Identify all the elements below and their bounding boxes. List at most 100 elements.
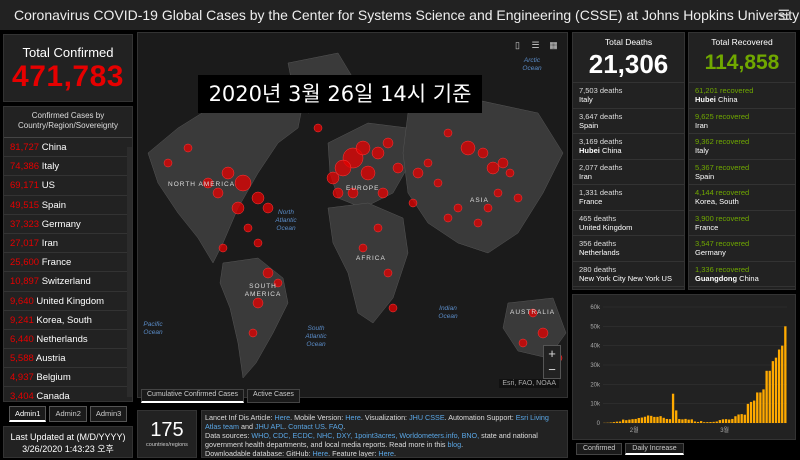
jhu-csse-link[interactable]: JHU CSSE [409,413,445,422]
case-circle[interactable] [371,146,385,160]
case-circle[interactable] [313,123,323,133]
case-circle[interactable] [332,187,344,199]
death-row[interactable]: 1,331 deaths France [573,185,684,211]
zoom-out-button[interactable]: − [548,362,556,377]
case-circle[interactable] [262,267,274,279]
case-circle[interactable] [388,303,398,313]
blog-link[interactable]: blog [447,440,462,449]
case-circle[interactable] [497,157,509,169]
recovered-row[interactable]: 9,362 recovered Italy [689,134,795,160]
jhu-apl-link[interactable]: JHU APL [254,422,285,431]
tab-admin3[interactable]: Admin3 [89,406,128,422]
case-circle[interactable] [347,187,359,199]
recovered-row[interactable]: 61,201 recovered Hubei China [689,83,795,109]
recovered-row[interactable]: 1,336 recovered Guangdong China [689,262,795,287]
case-circle[interactable] [248,328,258,338]
case-circle[interactable] [212,187,224,199]
case-circle[interactable] [231,201,245,215]
country-row[interactable]: 25,600 France [4,253,132,273]
tab-admin2[interactable]: Admin2 [49,406,87,422]
country-row[interactable]: 10,897 Switzerland [4,272,132,292]
country-row[interactable]: 69,171 US [4,176,132,196]
case-circle[interactable] [443,128,453,138]
death-row[interactable]: 280 deaths New York City New York US [573,262,684,287]
case-circle[interactable] [537,327,549,339]
contact-link[interactable]: Contact US [288,422,325,431]
qr-icon[interactable]: ▦ [549,40,558,50]
death-row[interactable]: 206 deathsGermany [573,287,684,289]
recovered-row[interactable]: 4,144 recovered Korea, South [689,185,795,211]
list-icon[interactable]: ☰ [531,40,540,50]
case-circle[interactable] [433,178,443,188]
case-circle[interactable] [473,218,483,228]
github-link[interactable]: Here [312,449,329,458]
mobile-link[interactable]: Here [345,413,361,422]
case-circle[interactable] [518,338,528,348]
death-row[interactable]: 2,077 deaths Iran [573,160,684,185]
case-circle[interactable] [423,158,433,168]
case-circle[interactable] [360,165,376,181]
death-row[interactable]: 3,647 deaths Spain [573,109,684,134]
case-circle[interactable] [382,137,394,149]
bookmark-icon[interactable]: ▯ [515,40,520,50]
case-circle[interactable] [477,147,489,159]
recovered-row[interactable]: 9,625 recovered Iran [689,109,795,134]
case-circle[interactable] [202,177,214,189]
case-circle[interactable] [273,278,283,288]
recovered-row[interactable]: 3,900 recovered France [689,211,795,236]
tab-cumulative-confirmed[interactable]: Cumulative Confirmed Cases [141,389,245,403]
case-circle[interactable] [412,167,424,179]
case-circle[interactable] [221,166,235,180]
case-circle[interactable] [486,161,500,175]
sources-link[interactable]: WHO, CDC, ECDC, NHC, DXY, 1point3acres, … [251,431,480,440]
country-row[interactable]: 6,440 Netherlands [4,330,132,350]
death-row[interactable]: 465 deaths United Kingdom [573,211,684,236]
country-row[interactable]: 3,404 Canada [4,387,132,401]
esri-link[interactable]: Esri Living Atlas team [205,413,549,431]
death-row[interactable]: 356 deaths Netherlands [573,236,684,262]
recovered-row[interactable]: 1,250 recoveredHenan China [689,287,795,289]
case-circle[interactable] [243,223,253,233]
tab-confirmed[interactable]: Confirmed [576,443,623,455]
case-circle[interactable] [373,223,383,233]
case-circle[interactable] [358,243,368,253]
country-row[interactable]: 37,323 Germany [4,215,132,234]
case-circle[interactable] [453,203,463,213]
case-circle[interactable] [262,202,274,214]
country-row[interactable]: 81,727 China [4,138,132,158]
case-circle[interactable] [443,213,453,223]
case-circle[interactable] [408,198,418,208]
case-circle[interactable] [392,162,404,174]
case-circle[interactable] [163,158,173,168]
case-circle[interactable] [493,188,503,198]
world-map[interactable]: 2020년 3월 26일 14시 기준 ▯ ☰ ▦ NORTH AMERICA … [137,32,568,398]
faq-link[interactable]: FAQ [328,422,344,431]
case-circle[interactable] [377,187,389,199]
country-row[interactable]: 74,386 Italy [4,157,132,177]
case-circle[interactable] [334,159,352,177]
tab-active-cases[interactable]: Active Cases [247,389,300,403]
case-circle[interactable] [218,243,228,253]
lancet-link[interactable]: Here [274,413,291,422]
case-circle[interactable] [460,140,476,156]
menu-icon[interactable]: ☰ [777,7,790,23]
tab-admin1[interactable]: Admin1 [9,406,47,422]
death-row[interactable]: 3,169 deaths Hubei China [573,134,684,160]
case-circle[interactable] [251,191,265,205]
case-circle[interactable] [183,143,193,153]
country-row[interactable]: 4,937 Belgium [4,368,132,388]
map-canvas[interactable] [138,33,568,398]
recovered-row[interactable]: 3,547 recovered Germany [689,236,795,262]
case-circle[interactable] [383,268,393,278]
case-circle[interactable] [505,168,515,178]
case-circle[interactable] [234,174,252,192]
country-list-scrollbar[interactable] [127,147,132,397]
country-row[interactable]: 5,588 Austria [4,349,132,369]
zoom-in-button[interactable]: + [548,346,556,361]
case-circle[interactable] [355,140,371,156]
country-row[interactable]: 9,640 United Kingdom [4,292,132,311]
case-circle[interactable] [253,238,263,248]
case-circle[interactable] [326,171,340,185]
case-circle[interactable] [252,297,264,309]
death-row[interactable]: 7,503 deaths Italy [573,83,684,109]
